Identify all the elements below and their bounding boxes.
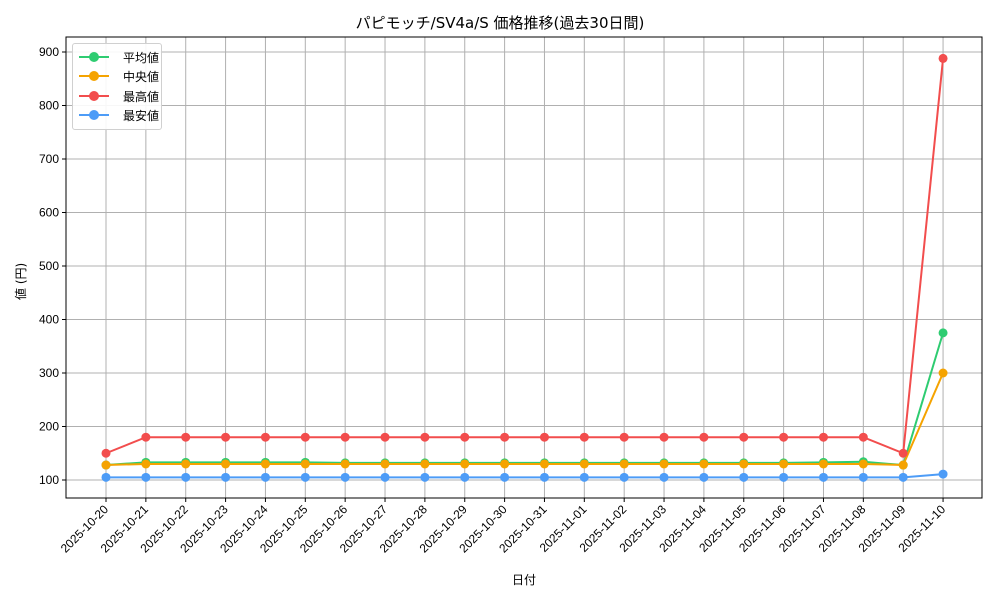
data-point (260, 432, 270, 442)
grid-lines (66, 37, 982, 498)
data-point (938, 53, 948, 63)
data-point (141, 459, 151, 469)
data-point (260, 472, 270, 482)
data-point (101, 460, 111, 470)
legend-marker-icon (79, 69, 109, 83)
data-point (739, 432, 749, 442)
data-point (779, 472, 789, 482)
data-point (460, 432, 470, 442)
data-point (500, 472, 510, 482)
data-point (300, 472, 310, 482)
legend-marker-icon (79, 89, 109, 103)
data-point (380, 459, 390, 469)
data-point (659, 459, 669, 469)
data-point (579, 472, 589, 482)
series-line (101, 469, 948, 482)
legend-label: 平均値 (123, 50, 160, 65)
data-point (181, 472, 191, 482)
data-point (659, 472, 669, 482)
data-point (659, 432, 669, 442)
data-point (300, 432, 310, 442)
data-point (300, 459, 310, 469)
chart-legend: 平均値 中央値 最高値 最安値 (72, 43, 162, 130)
data-point (898, 460, 908, 470)
data-point (141, 432, 151, 442)
data-point (858, 459, 868, 469)
data-point (221, 472, 231, 482)
data-point (739, 459, 749, 469)
data-point (221, 459, 231, 469)
data-point (818, 459, 828, 469)
data-point (340, 459, 350, 469)
y-tick-label: 400 (39, 313, 59, 327)
data-point (818, 472, 828, 482)
series-line (101, 53, 948, 458)
y-tick-label: 100 (39, 473, 59, 487)
data-point (500, 459, 510, 469)
y-tick-label: 500 (39, 259, 59, 273)
legend-item-max: 最高値 (79, 87, 159, 105)
x-axis-label: 日付 (512, 573, 537, 587)
data-point (141, 472, 151, 482)
data-point (221, 432, 231, 442)
data-point (101, 448, 111, 458)
data-point (699, 432, 709, 442)
y-axis-label: 値 (円) (14, 262, 28, 300)
series-line (101, 368, 948, 470)
legend-item-min: 最安値 (79, 106, 159, 124)
y-tick-label: 600 (39, 206, 59, 220)
legend-item-median: 中央値 (79, 67, 159, 85)
data-point (380, 472, 390, 482)
data-point (858, 472, 868, 482)
legend-label: 中央値 (123, 69, 160, 84)
data-point (619, 472, 629, 482)
data-point (579, 432, 589, 442)
data-point (938, 368, 948, 378)
legend-label: 最安値 (123, 108, 160, 123)
data-point (380, 432, 390, 442)
data-point (181, 432, 191, 442)
legend-item-average: 平均値 (79, 48, 159, 66)
data-point (539, 472, 549, 482)
data-point (101, 472, 111, 482)
data-point (340, 472, 350, 482)
data-point (699, 459, 709, 469)
data-point (619, 432, 629, 442)
data-point (260, 459, 270, 469)
data-point (619, 459, 629, 469)
legend-marker-icon (79, 108, 109, 122)
data-point (739, 472, 749, 482)
data-point (181, 459, 191, 469)
data-point (539, 432, 549, 442)
legend-marker-icon (79, 50, 109, 64)
data-point (898, 448, 908, 458)
plot-frame (65, 36, 983, 499)
data-point (779, 459, 789, 469)
data-point (539, 459, 549, 469)
y-tick-label: 700 (39, 152, 59, 166)
legend-label: 最高値 (123, 89, 160, 104)
y-tick-label: 300 (39, 366, 59, 380)
data-point (699, 472, 709, 482)
series-line (101, 328, 948, 470)
data-point (858, 432, 868, 442)
data-point (420, 472, 430, 482)
data-point (818, 432, 828, 442)
data-point (460, 459, 470, 469)
data-point (898, 472, 908, 482)
data-point (420, 459, 430, 469)
data-point (779, 432, 789, 442)
data-point (938, 469, 948, 479)
y-tick-label: 200 (39, 420, 59, 434)
data-point (460, 472, 470, 482)
data-point (420, 432, 430, 442)
data-point (500, 432, 510, 442)
y-tick-label: 800 (39, 99, 59, 113)
data-point (579, 459, 589, 469)
data-point (938, 328, 948, 338)
y-tick-label: 900 (39, 45, 59, 59)
chart-title: パピモッチ/SV4a/S 価格推移(過去30日間) (355, 14, 645, 32)
data-point (340, 432, 350, 442)
